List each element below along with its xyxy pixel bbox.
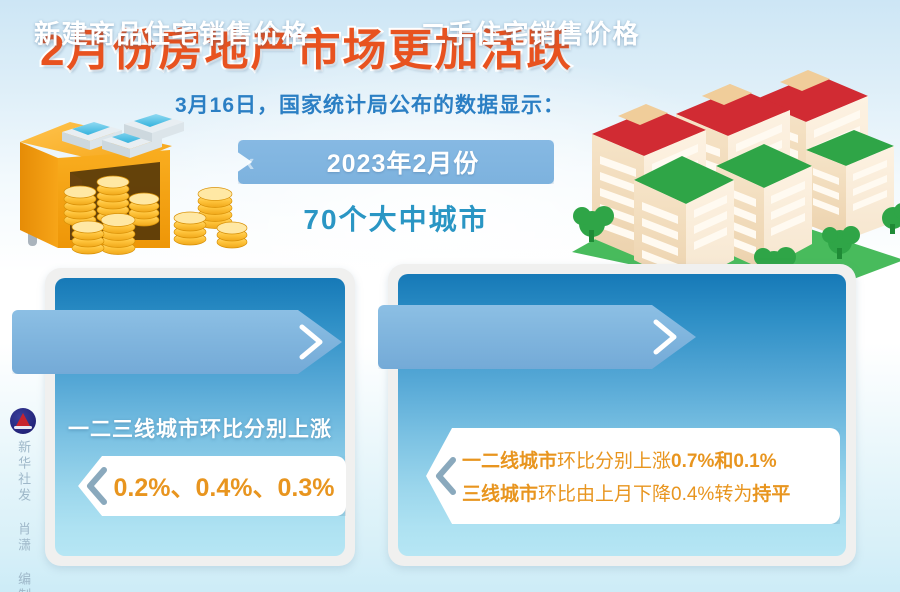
line-2-normal: 环比由上月下降0.4%转为: [538, 484, 753, 505]
page-subtitle: 3月16日，国家统计局公布的数据显示：: [175, 94, 566, 117]
ribbon-second-hand-label: 二手住宅销售价格: [420, 18, 641, 49]
chevron-left-icon: [436, 457, 456, 495]
line-2-bold-head: 三线城市: [462, 484, 539, 505]
credit-text: 新华社发 肖潇 编制: [16, 440, 32, 592]
second-hand-line-1: 一二线城市环比分别上涨0.7%和0.1%: [462, 446, 836, 473]
credit-block: 新华社发 肖潇 编制: [8, 408, 38, 592]
chevron-left-icon: ‹: [246, 147, 255, 177]
chevron-right-icon: [299, 324, 323, 360]
new-build-lead-text: 一二三线城市环比分别上涨: [68, 418, 332, 441]
xinhua-logo-icon: [10, 408, 36, 434]
line-1-bold-tail: 0.7%和0.1%: [671, 451, 777, 472]
residential-buildings-illustration: [572, 70, 900, 300]
period-banner: [238, 140, 554, 184]
period-banner-label: 2023年2月份: [326, 150, 480, 178]
new-build-callout: [78, 456, 346, 516]
line-2-bold-tail: 持平: [752, 484, 791, 505]
ribbon-new-build: [12, 310, 342, 374]
chevron-left-icon: [87, 467, 107, 505]
page-title: 2月份房地产市场更加活跃: [38, 24, 573, 77]
second-hand-line-2: 三线城市环比由上月下降0.4%转为持平: [462, 479, 836, 506]
ribbon-new-build-label: 新建商品住宅销售价格: [34, 18, 310, 49]
new-build-values: 0.2%、0.4%、0.3%: [113, 474, 335, 502]
line-1-bold-head: 一二线城市: [462, 451, 558, 472]
cities-count-label: 70个大中城市: [303, 204, 489, 235]
line-1-normal: 环比分别上涨: [557, 451, 672, 472]
second-hand-callout: [426, 428, 840, 524]
chevron-right-icon: [653, 319, 677, 355]
ribbon-second-hand: [378, 305, 696, 369]
money-box-with-coins-illustration: [20, 114, 248, 255]
second-hand-lines: 一二线城市环比分别上涨0.7%和0.1% 三线城市环比由上月下降0.4%转为持平: [462, 428, 836, 524]
